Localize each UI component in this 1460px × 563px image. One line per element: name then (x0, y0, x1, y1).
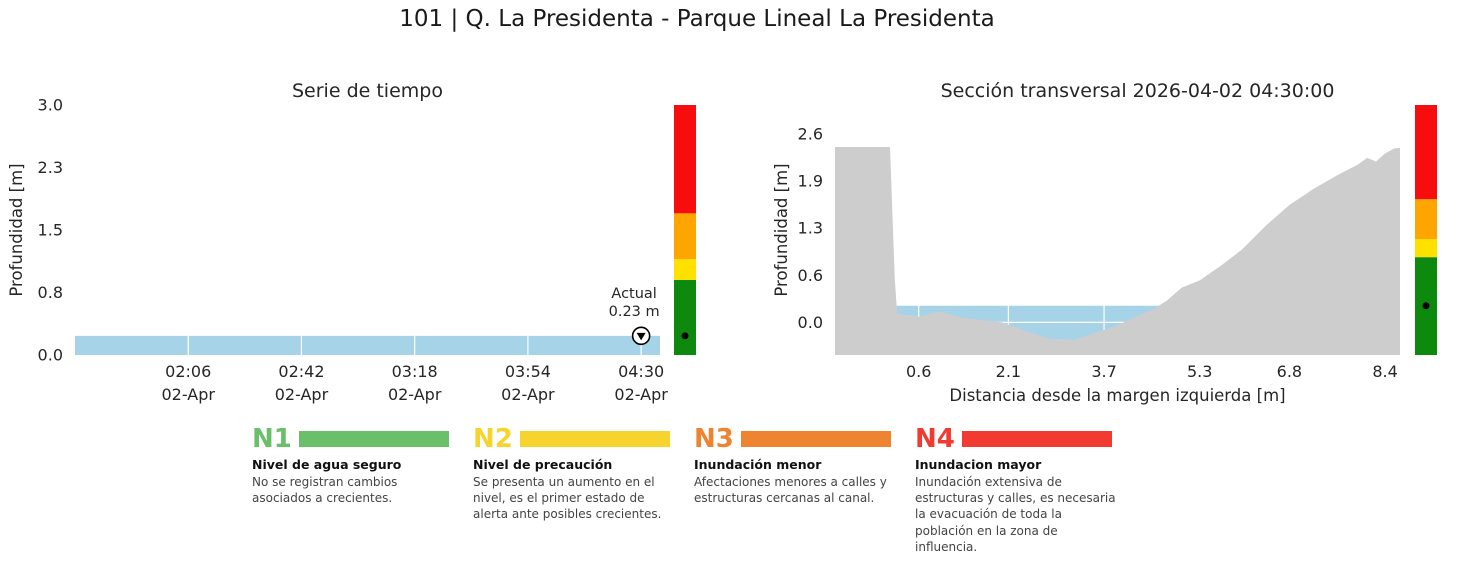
x-tick-date: 02-Apr (161, 385, 215, 404)
y-tick-label: 1.3 (798, 219, 823, 238)
legend-swatch-n4 (961, 431, 1112, 447)
legend-swatch-n3 (740, 431, 891, 447)
x-tick-label: 0.6 (906, 362, 931, 381)
legend-title-n3: Inundación menor (694, 457, 822, 472)
x-axis-label: Distancia desde la margen izquierda [m] (949, 386, 1285, 405)
x-tick-time: 02:42 (278, 362, 324, 381)
y-tick-label: 1.5 (38, 221, 63, 240)
x-tick-date: 02-Apr (388, 385, 442, 404)
colorbar-band-n3 (1415, 199, 1437, 240)
x-tick-date: 02-Apr (501, 385, 555, 404)
y-tick-label: 0.6 (798, 266, 823, 285)
legend-item-n2: N2 Nivel de precaución Se presenta un au… (473, 424, 694, 555)
current-annotation-label: Actual (611, 286, 656, 302)
x-tick-label: 6.8 (1277, 362, 1302, 381)
time-series-chart: Serie de tiempo Profundidad [m] 0.0 0.8 1.5 2… (7, 80, 696, 404)
x-tick-label: 8.4 (1372, 362, 1397, 381)
x-tick-time: 02:06 (165, 362, 211, 381)
y-tick-label: 0.8 (38, 283, 63, 302)
x-tick-label: 5.3 (1187, 362, 1212, 381)
y-tick-label: 2.3 (38, 158, 63, 177)
x-tick-date: 02-Apr (614, 385, 668, 404)
water-level-area (75, 335, 660, 355)
legend-item-n4: N4 Inundacion mayor Inundación extensiva… (915, 424, 1136, 555)
x-tick-time: 03:18 (392, 362, 438, 381)
alert-legend: N1 Nivel de agua seguro No se registran … (252, 424, 1136, 555)
legend-desc-n3: Afectaciones menores a calles y estructu… (694, 475, 887, 506)
x-tick-date: 02-Apr (275, 385, 329, 404)
y-tick-label: 1.9 (798, 172, 823, 191)
colorbar-band-n1 (674, 280, 696, 355)
colorbar-band-n2 (674, 259, 696, 280)
legend-desc-n2: Se presenta un aumento en el nivel, es e… (473, 475, 662, 522)
legend-code-n2: N2 (473, 424, 513, 454)
colorbar-band-n4 (1415, 105, 1437, 200)
x-tick-label: 3.7 (1091, 362, 1116, 381)
page-title: 101 | Q. La Presidenta - Parque Lineal L… (399, 6, 995, 32)
current-level-dot (681, 332, 689, 340)
legend-title-n1: Nivel de agua seguro (252, 457, 402, 472)
legend-code-n4: N4 (915, 424, 955, 454)
cross-section-chart: Sección transversal 2026-04-02 04:30:00 P… (772, 80, 1437, 405)
colorbar-band-n3 (674, 213, 696, 260)
y-axis-label: Profundidad [m] (772, 163, 791, 296)
current-marker-triangle (636, 332, 646, 341)
legend-desc-n1: No se registran cambios asociados a crec… (252, 475, 398, 506)
x-tick-time: 04:30 (618, 362, 664, 381)
colorbar-band-n2 (1415, 239, 1437, 258)
legend-desc-n4: Inundación extensiva de estructuras y ca… (915, 475, 1116, 554)
alert-colorbar (1415, 105, 1437, 355)
legend-swatch-n2 (519, 431, 670, 447)
legend-title-n4: Inundacion mayor (915, 457, 1042, 472)
colorbar-band-n4 (674, 105, 696, 214)
chart-title: Sección transversal 2026-04-02 04:30:00 (941, 80, 1335, 102)
chart-title: Serie de tiempo (292, 80, 443, 102)
alert-colorbar (674, 105, 696, 355)
legend-head: N2 (473, 424, 694, 454)
legend-head: N4 (915, 424, 1136, 454)
legend-head: N3 (694, 424, 915, 454)
terrain-area (835, 147, 1400, 355)
y-axis-label: Profundidad [m] (7, 163, 26, 296)
y-tick-label: 2.6 (798, 124, 823, 143)
legend-item-n3: N3 Inundación menor Afectaciones menores… (694, 424, 915, 555)
legend-head: N1 (252, 424, 473, 454)
y-tick-label: 0.0 (798, 313, 823, 332)
legend-item-n1: N1 Nivel de agua seguro No se registran … (252, 424, 473, 555)
current-annotation-value: 0.23 m (609, 304, 660, 320)
legend-swatch-n1 (298, 431, 449, 447)
y-tick-label: 0.0 (38, 346, 63, 365)
current-level-dot (1422, 302, 1430, 310)
legend-title-n2: Nivel de precaución (473, 457, 613, 472)
x-tick-time: 03:54 (505, 362, 551, 381)
y-tick-label: 3.0 (38, 96, 63, 115)
x-tick-label: 2.1 (996, 362, 1021, 381)
legend-code-n1: N1 (252, 424, 292, 454)
legend-code-n3: N3 (694, 424, 734, 454)
